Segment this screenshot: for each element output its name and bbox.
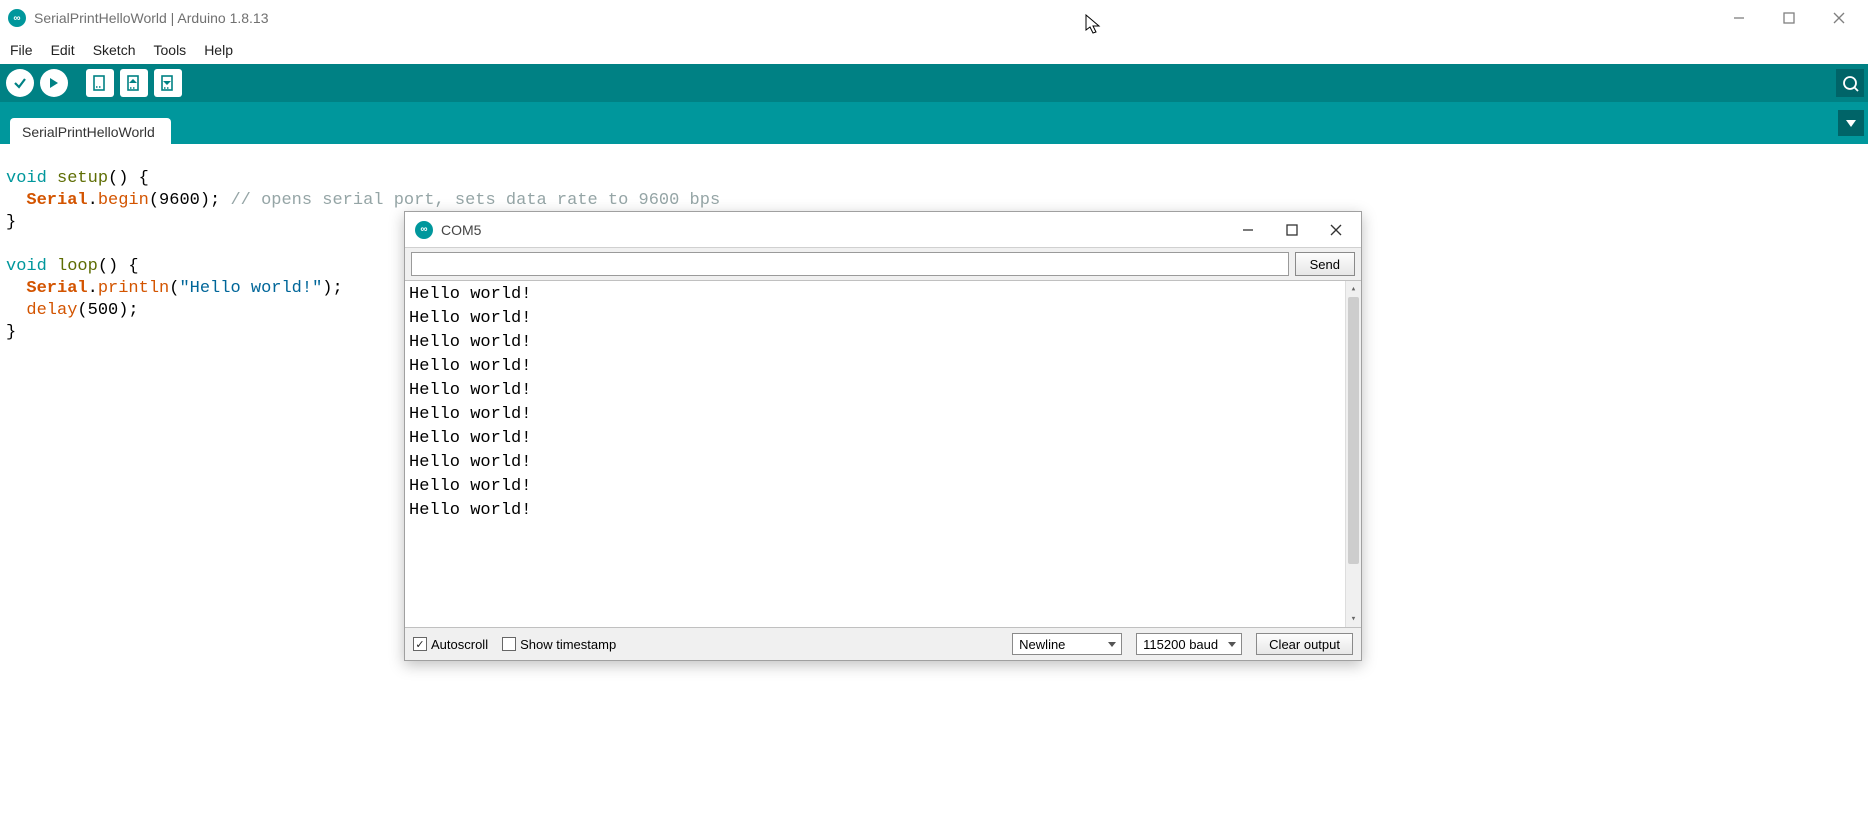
code-token: setup	[57, 169, 108, 188]
arduino-logo-icon: ∞	[415, 221, 433, 239]
tab-menu-button[interactable]	[1838, 110, 1864, 136]
serial-output-line: Hello world!	[409, 499, 1357, 523]
baud-rate-value: 115200 baud	[1143, 637, 1218, 652]
serial-output-line: Hello world!	[409, 331, 1357, 355]
clear-output-button[interactable]: Clear output	[1256, 633, 1353, 655]
scroll-down-icon[interactable]: ▾	[1346, 611, 1361, 627]
serial-output-line: Hello world!	[409, 403, 1357, 427]
serial-send-button[interactable]: Send	[1295, 252, 1355, 276]
serial-input-row: Send	[405, 248, 1361, 280]
serial-minimize-button[interactable]	[1241, 223, 1255, 237]
minimize-button[interactable]	[1732, 11, 1746, 25]
scrollbar-thumb[interactable]	[1348, 297, 1359, 564]
maximize-button[interactable]	[1782, 11, 1796, 25]
serial-output-line: Hello world!	[409, 355, 1357, 379]
code-token: Serial	[26, 191, 87, 210]
serial-monitor-button[interactable]	[1836, 69, 1864, 97]
serial-output-line: Hello world!	[409, 475, 1357, 499]
line-ending-select[interactable]: Newline	[1012, 633, 1122, 655]
menu-help[interactable]: Help	[196, 40, 241, 60]
code-token: loop	[57, 257, 98, 276]
checkbox-icon	[502, 637, 516, 651]
open-sketch-button[interactable]	[120, 69, 148, 97]
verify-button[interactable]	[6, 69, 34, 97]
serial-output-line: Hello world!	[409, 451, 1357, 475]
new-sketch-button[interactable]	[86, 69, 114, 97]
autoscroll-checkbox[interactable]: ✓ Autoscroll	[413, 637, 488, 652]
menu-edit[interactable]: Edit	[43, 40, 83, 60]
main-titlebar: ∞ SerialPrintHelloWorld | Arduino 1.8.13	[0, 0, 1868, 36]
menu-tools[interactable]: Tools	[146, 40, 195, 60]
code-token: );	[322, 279, 342, 298]
timestamp-label: Show timestamp	[520, 637, 616, 652]
code-token: }	[6, 323, 16, 342]
tab-sketch[interactable]: SerialPrintHelloWorld	[10, 118, 171, 144]
code-token: begin	[98, 191, 149, 210]
serial-maximize-button[interactable]	[1285, 223, 1299, 237]
toolbar	[0, 64, 1868, 102]
code-token: "Hello world!"	[179, 279, 322, 298]
autoscroll-label: Autoscroll	[431, 637, 488, 652]
save-sketch-button[interactable]	[154, 69, 182, 97]
serial-output[interactable]: Hello world! Hello world! Hello world! H…	[405, 280, 1361, 628]
serial-input[interactable]	[411, 252, 1289, 276]
baud-rate-select[interactable]: 115200 baud	[1136, 633, 1242, 655]
window-title: SerialPrintHelloWorld | Arduino 1.8.13	[34, 10, 269, 26]
code-token: (500);	[77, 301, 138, 320]
show-timestamp-checkbox[interactable]: Show timestamp	[502, 637, 616, 652]
serial-scrollbar[interactable]: ▴ ▾	[1345, 281, 1361, 627]
serial-titlebar: ∞ COM5	[405, 212, 1361, 248]
code-token: }	[6, 213, 16, 232]
serial-title: COM5	[441, 222, 481, 238]
serial-monitor-window: ∞ COM5 Send Hello world! Hello world! He…	[404, 211, 1362, 661]
menu-file[interactable]: File	[2, 40, 41, 60]
code-token: void	[6, 169, 47, 188]
checkbox-icon: ✓	[413, 637, 427, 651]
serial-close-button[interactable]	[1329, 223, 1343, 237]
upload-button[interactable]	[40, 69, 68, 97]
close-button[interactable]	[1832, 11, 1846, 25]
menu-sketch[interactable]: Sketch	[85, 40, 144, 60]
serial-output-line: Hello world!	[409, 307, 1357, 331]
serial-output-line: Hello world!	[409, 283, 1357, 307]
code-token: Serial	[26, 279, 87, 298]
serial-footer: ✓ Autoscroll Show timestamp Newline 1152…	[405, 628, 1361, 660]
serial-output-line: Hello world!	[409, 379, 1357, 403]
code-token: void	[6, 257, 47, 276]
line-ending-value: Newline	[1019, 637, 1065, 652]
tabstrip: SerialPrintHelloWorld	[0, 102, 1868, 144]
serial-output-line: Hello world!	[409, 427, 1357, 451]
code-token: delay	[26, 301, 77, 320]
code-token: () {	[108, 169, 149, 188]
code-token: () {	[98, 257, 139, 276]
code-token: (	[169, 279, 179, 298]
arduino-logo-icon: ∞	[8, 9, 26, 27]
scroll-up-icon[interactable]: ▴	[1346, 281, 1361, 297]
code-token: println	[98, 279, 169, 298]
code-token: (9600);	[149, 191, 220, 210]
menubar: File Edit Sketch Tools Help	[0, 36, 1868, 64]
code-token: // opens serial port, sets data rate to …	[220, 191, 720, 210]
